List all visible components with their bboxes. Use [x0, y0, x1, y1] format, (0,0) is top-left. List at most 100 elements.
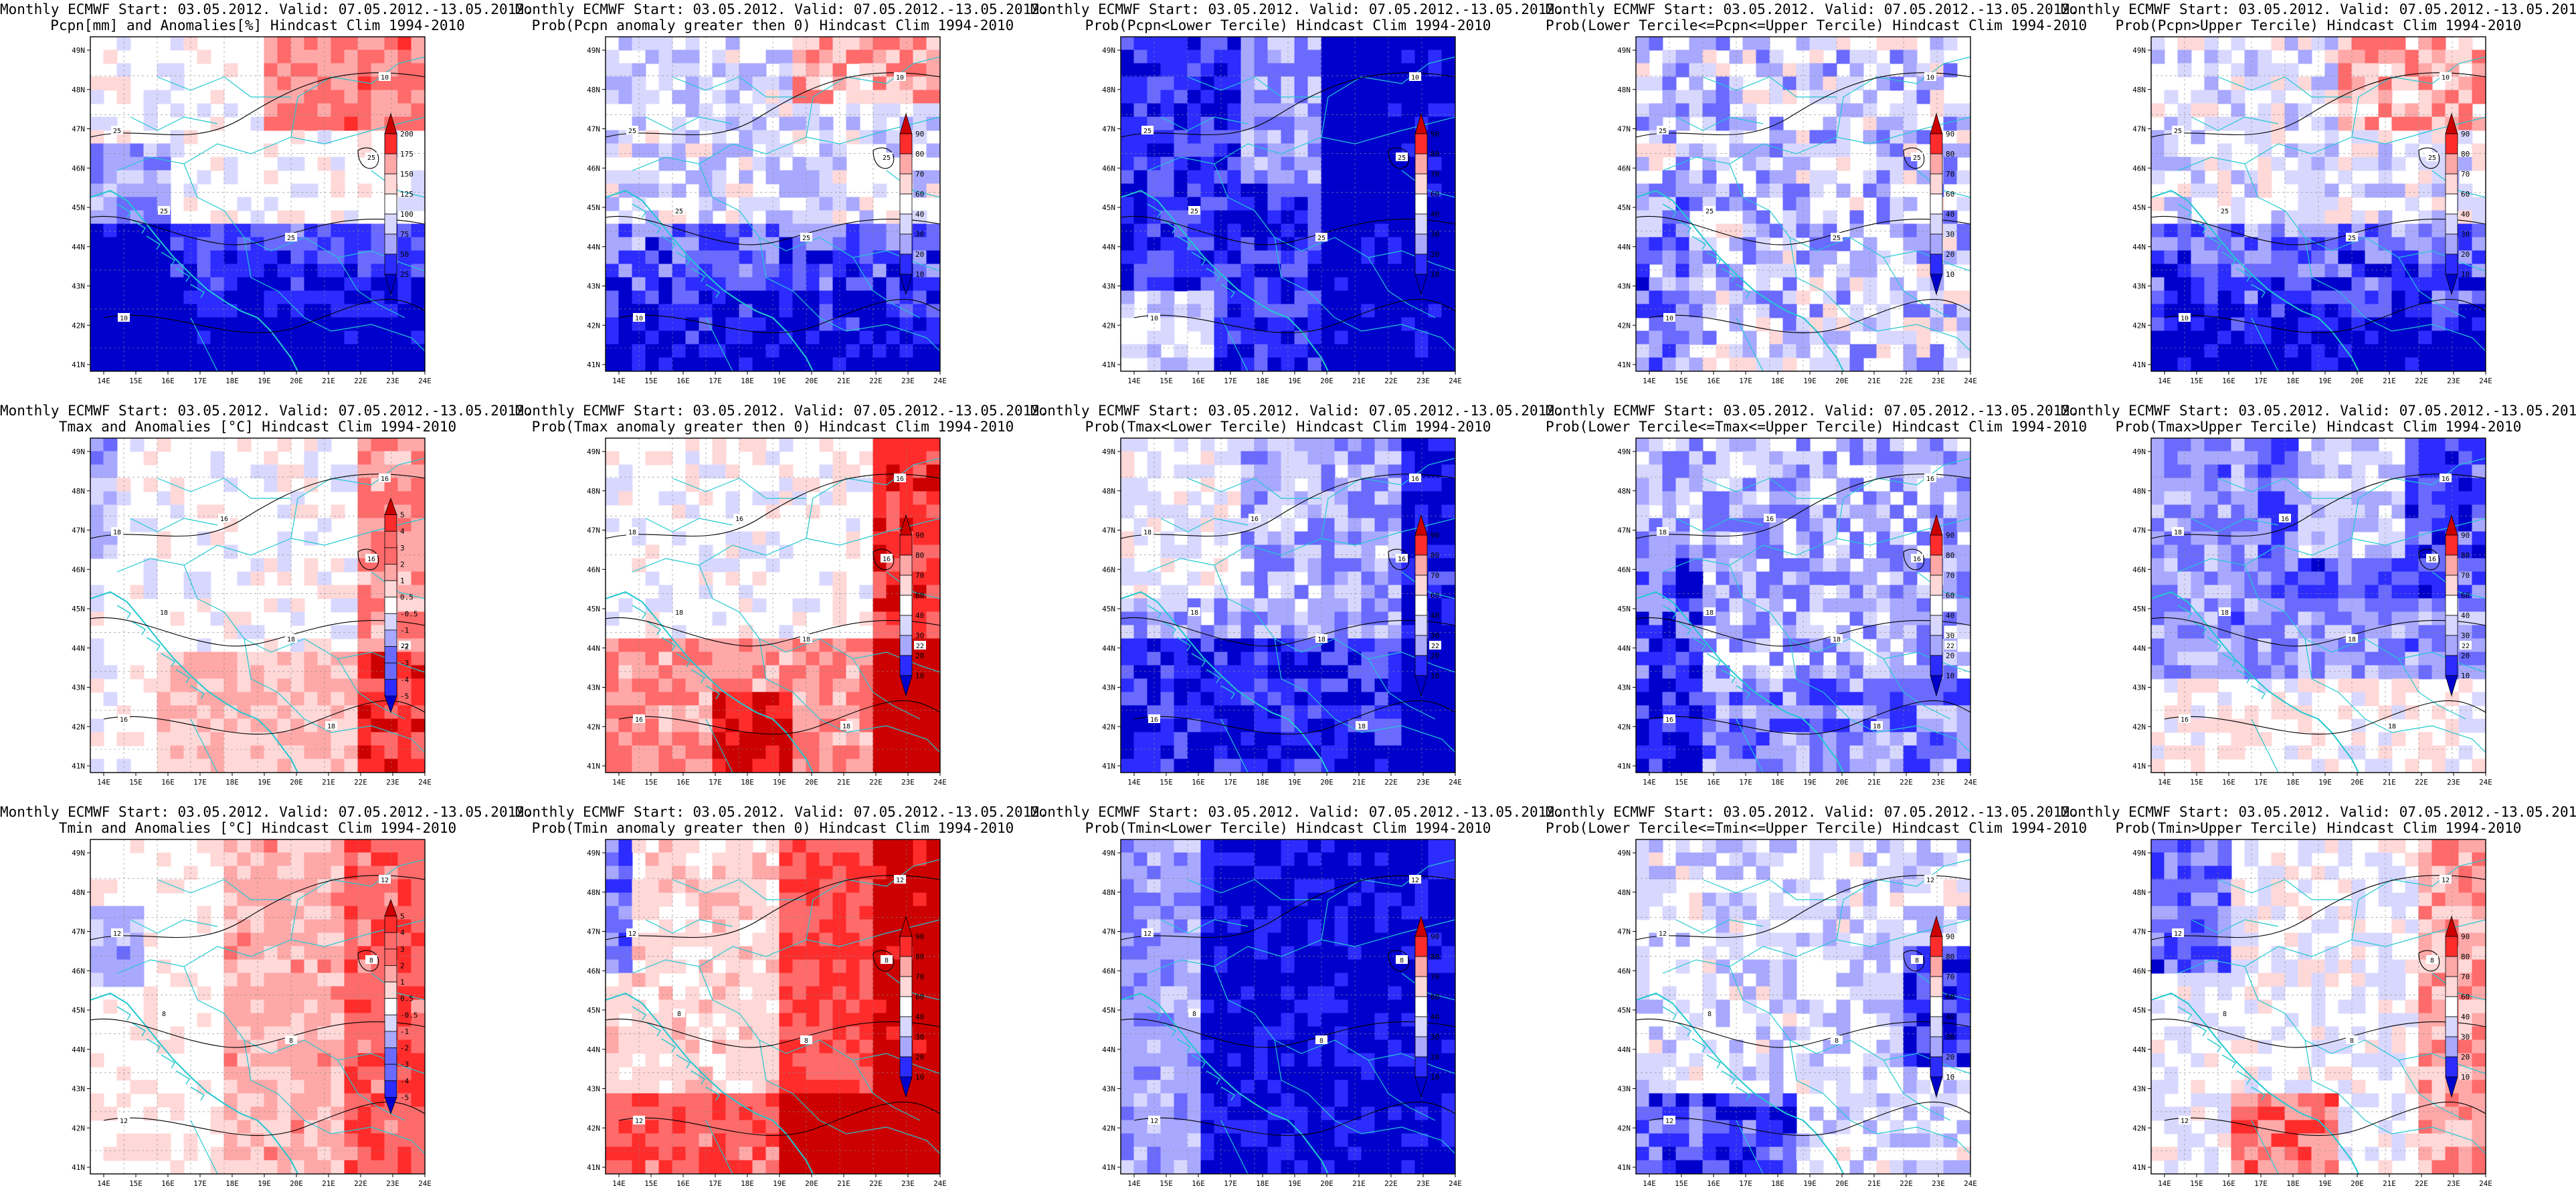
field-cell	[2418, 357, 2433, 371]
field-cell	[872, 290, 887, 305]
lon-tick-label: 15E	[1675, 377, 1688, 385]
field-cell	[725, 344, 740, 359]
field-cell	[712, 678, 727, 693]
field-cell	[2472, 438, 2486, 452]
field-cell	[846, 103, 860, 118]
field-cell	[2151, 290, 2165, 305]
field-cell	[1294, 705, 1309, 720]
field-cell	[1133, 625, 1148, 639]
field-cell	[1441, 491, 1455, 506]
field-cell	[197, 103, 211, 118]
field-cell	[1401, 705, 1416, 720]
field-cell	[1374, 290, 1389, 305]
field-cell	[819, 692, 834, 706]
field-cell	[223, 651, 238, 666]
field-cell	[672, 692, 686, 706]
field-cell	[1649, 625, 1663, 639]
field-cell	[1174, 544, 1188, 559]
field-cell	[1903, 290, 1918, 305]
contour-label: 25	[1315, 233, 1327, 242]
field-cell	[2151, 130, 2165, 144]
field-cell	[397, 491, 412, 506]
contour-label: 10	[633, 313, 645, 322]
field-cell	[2365, 183, 2379, 198]
field-cell	[1636, 37, 1650, 51]
field-cell	[1702, 518, 1717, 532]
field-cell	[1849, 585, 1864, 599]
colorbar-label: 60	[915, 591, 924, 600]
field-cell	[1388, 732, 1402, 746]
colorbar-label: 70	[1431, 571, 1439, 580]
field-cell	[2204, 183, 2219, 198]
field-cell	[1267, 678, 1282, 693]
field-cell	[2164, 357, 2179, 371]
field-cell	[606, 678, 620, 693]
field-cell	[103, 491, 118, 506]
field-cell	[1890, 49, 1904, 64]
field-cell	[859, 611, 874, 626]
field-cell	[143, 678, 158, 693]
field-cell	[1374, 638, 1389, 653]
field-cell	[384, 103, 399, 118]
field-cell	[1267, 745, 1282, 760]
field-cell	[1649, 37, 1663, 51]
field-cell	[926, 759, 940, 773]
field-cell	[1903, 491, 1918, 506]
field-cell	[237, 223, 252, 238]
field-cell	[1121, 143, 1135, 158]
field-cell	[1361, 504, 1376, 519]
field-cell	[1187, 678, 1202, 693]
field-cell	[725, 531, 740, 546]
field-cell	[170, 759, 185, 773]
field-cell	[331, 237, 345, 252]
field-cell	[2405, 330, 2419, 345]
field-cell	[792, 37, 807, 51]
field-cell	[2298, 277, 2312, 292]
field-cell	[1160, 732, 1175, 746]
field-cell	[1214, 304, 1228, 318]
field-cell	[1689, 651, 1704, 666]
lat-tick-label: 48N	[587, 487, 600, 496]
field-cell	[1334, 250, 1349, 265]
field-cell	[1890, 157, 1904, 171]
field-cell	[1361, 625, 1376, 639]
field-cell	[411, 678, 425, 693]
lat-tick-label: 48N	[72, 487, 85, 496]
field-cell	[658, 451, 673, 466]
field-cell	[1348, 705, 1362, 720]
lat-tick-label: 49N	[587, 447, 600, 456]
field-cell	[1863, 438, 1877, 452]
field-cell	[2338, 438, 2353, 452]
field-cell	[371, 304, 385, 318]
field-cell	[1374, 223, 1389, 238]
field-cell	[739, 678, 753, 693]
field-cell	[725, 745, 740, 760]
field-cell	[1689, 183, 1704, 198]
field-cell	[1428, 49, 1443, 64]
coastlines-borders	[1636, 56, 1970, 371]
field-cell	[277, 531, 292, 546]
colorbar-bottom-arrow	[2445, 274, 2458, 296]
field-cell	[1943, 585, 1958, 599]
field-cell	[1702, 759, 1717, 773]
field-cell	[1441, 705, 1455, 720]
field-cell	[1254, 330, 1269, 345]
field-cell	[1334, 223, 1349, 238]
field-cell	[197, 290, 211, 305]
field-cell	[1943, 718, 1958, 733]
field-cell	[1187, 317, 1202, 332]
field-cell	[658, 290, 673, 305]
field-cell	[1649, 157, 1663, 171]
field-cell	[1348, 438, 1362, 452]
field-cell	[397, 705, 412, 720]
field-cell	[170, 63, 185, 78]
field-cell	[1361, 49, 1376, 64]
colorbar-segment	[1414, 534, 1428, 556]
field-cell	[411, 76, 425, 91]
field-cell	[1334, 705, 1349, 720]
field-cell	[1729, 290, 1744, 305]
field-cell	[2177, 277, 2192, 292]
field-cell	[130, 290, 145, 305]
field-cell	[779, 330, 794, 345]
field-cell	[223, 264, 238, 278]
